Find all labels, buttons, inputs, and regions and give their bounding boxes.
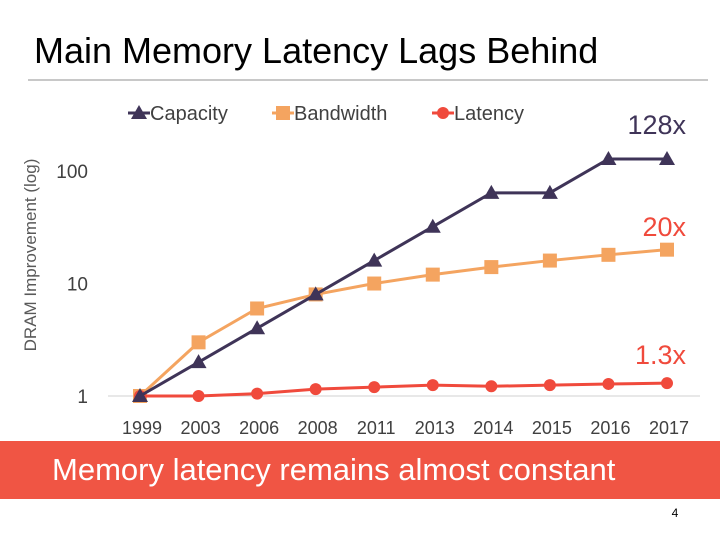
data-point-bandwidth bbox=[425, 267, 440, 282]
annotation-0: 128x bbox=[627, 110, 686, 140]
annotation-2: 1.3x bbox=[635, 340, 687, 370]
data-point-capacity bbox=[190, 354, 207, 369]
x-tick-label: 2014 bbox=[473, 418, 513, 438]
page-number: 4 bbox=[671, 506, 679, 520]
data-point-latency bbox=[543, 379, 556, 392]
data-point-latency bbox=[309, 383, 322, 396]
series-line-bandwidth bbox=[138, 248, 668, 398]
x-tick-label: 1999 bbox=[122, 418, 162, 438]
data-point-capacity bbox=[132, 388, 148, 402]
data-point-latency bbox=[192, 390, 205, 402]
legend-marker-latency bbox=[437, 107, 449, 119]
legend-marker-capacity bbox=[131, 105, 147, 119]
data-point-capacity bbox=[366, 252, 383, 267]
data-point-latency bbox=[485, 380, 498, 393]
title-divider bbox=[28, 79, 708, 81]
x-tick-label: 2003 bbox=[181, 418, 221, 438]
takeaway-text: Memory latency remains almost constant bbox=[52, 452, 616, 487]
y-tick-label: 100 bbox=[56, 162, 88, 183]
data-point-capacity bbox=[424, 218, 441, 233]
x-tick-label: 2015 bbox=[532, 418, 572, 438]
data-point-capacity bbox=[600, 151, 617, 165]
data-point-latency bbox=[251, 387, 264, 400]
y-axis-label: DRAM Improvement (log) bbox=[21, 159, 40, 352]
x-tick-label: 2006 bbox=[239, 418, 279, 438]
data-point-latency bbox=[368, 381, 381, 394]
chart: DRAM Improvement (log) 1 10 100 1999 2003 200… bbox=[21, 103, 700, 438]
y-tick-label: 1 bbox=[77, 387, 88, 408]
data-point-capacity bbox=[541, 184, 558, 199]
data-point-bandwidth bbox=[484, 260, 499, 275]
series-line-latency bbox=[140, 381, 668, 398]
x-tick-label: 2011 bbox=[357, 418, 396, 438]
data-point-bandwidth bbox=[250, 301, 265, 316]
y-tick-label: 10 bbox=[67, 275, 88, 296]
data-point-latency bbox=[661, 377, 673, 390]
x-tick-label: 2017 bbox=[649, 418, 689, 438]
legend-label-capacity: Capacity bbox=[150, 103, 228, 125]
data-point-bandwidth bbox=[601, 247, 616, 262]
data-point-capacity bbox=[307, 286, 324, 301]
slide-title: Main Memory Latency Lags Behind bbox=[34, 30, 599, 71]
data-point-capacity bbox=[483, 184, 500, 199]
data-point-bandwidth bbox=[367, 276, 382, 291]
x-tick-label: 2008 bbox=[298, 418, 338, 438]
legend-label-bandwidth: Bandwidth bbox=[294, 103, 387, 125]
x-tick-label: 2016 bbox=[590, 418, 630, 438]
series-line-capacity bbox=[139, 157, 667, 398]
data-point-latency bbox=[602, 377, 615, 390]
data-point-bandwidth bbox=[660, 242, 674, 257]
data-point-latency bbox=[426, 379, 439, 392]
data-point-bandwidth bbox=[191, 335, 206, 350]
x-tick-label: 2013 bbox=[415, 418, 455, 438]
takeaway-banner bbox=[0, 441, 720, 499]
data-point-capacity bbox=[659, 151, 675, 165]
data-point-bandwidth bbox=[542, 253, 557, 268]
data-point-capacity bbox=[249, 320, 266, 335]
legend-marker-bandwidth bbox=[276, 106, 290, 120]
annotation-1: 20x bbox=[642, 212, 686, 242]
legend-label-latency: Latency bbox=[454, 103, 524, 125]
